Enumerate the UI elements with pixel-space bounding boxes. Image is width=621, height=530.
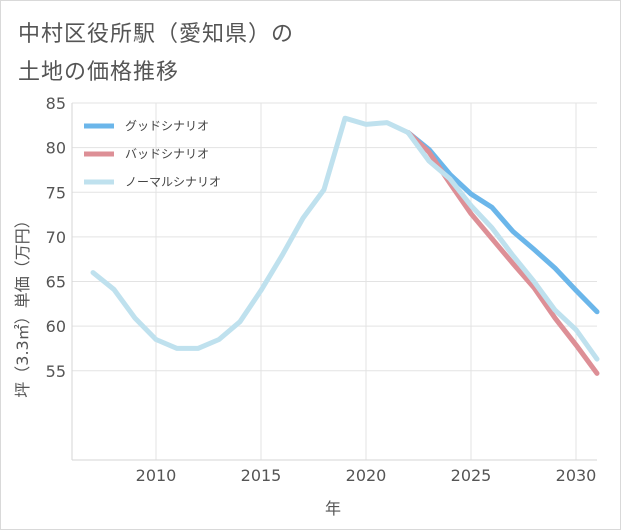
x-tick-label: 2020: [346, 466, 387, 485]
y-tick-label: 60: [46, 317, 66, 336]
legend-label-3: ノーマルシナリオ: [125, 175, 221, 189]
y-tick-label: 80: [46, 139, 66, 158]
series-layer: [90, 115, 600, 376]
grid-layer: [71, 102, 597, 461]
tick-labels: 55 60 65 70 75 80 85 2010 2015 2020 2025 2030: [46, 94, 597, 485]
legend-label-2: バッドシナリオ: [125, 147, 209, 161]
y-tick-label: 75: [46, 183, 66, 202]
y-tick-label: 55: [46, 362, 66, 381]
y-tick-label: 65: [46, 273, 66, 292]
chart-title-line-2: 土地の価格推移: [18, 60, 180, 85]
x-axis-label: 年: [325, 499, 341, 518]
x-tick-label: 2010: [136, 466, 177, 485]
y-axis-label: 坪（3.3㎡）単価（万円）: [13, 212, 32, 397]
series-line-3: [90, 115, 600, 362]
chart-title-line-1: 中村区役所駅（愛知県）の: [18, 22, 295, 47]
legend-label-1: グッドシナリオ: [125, 119, 209, 133]
x-tick-label: 2030: [556, 466, 597, 485]
y-tick-label: 70: [46, 228, 66, 247]
x-tick-label: 2015: [241, 466, 282, 485]
y-tick-label: 85: [46, 94, 66, 113]
series-line-1: [405, 130, 600, 315]
x-tick-label: 2025: [451, 466, 492, 485]
